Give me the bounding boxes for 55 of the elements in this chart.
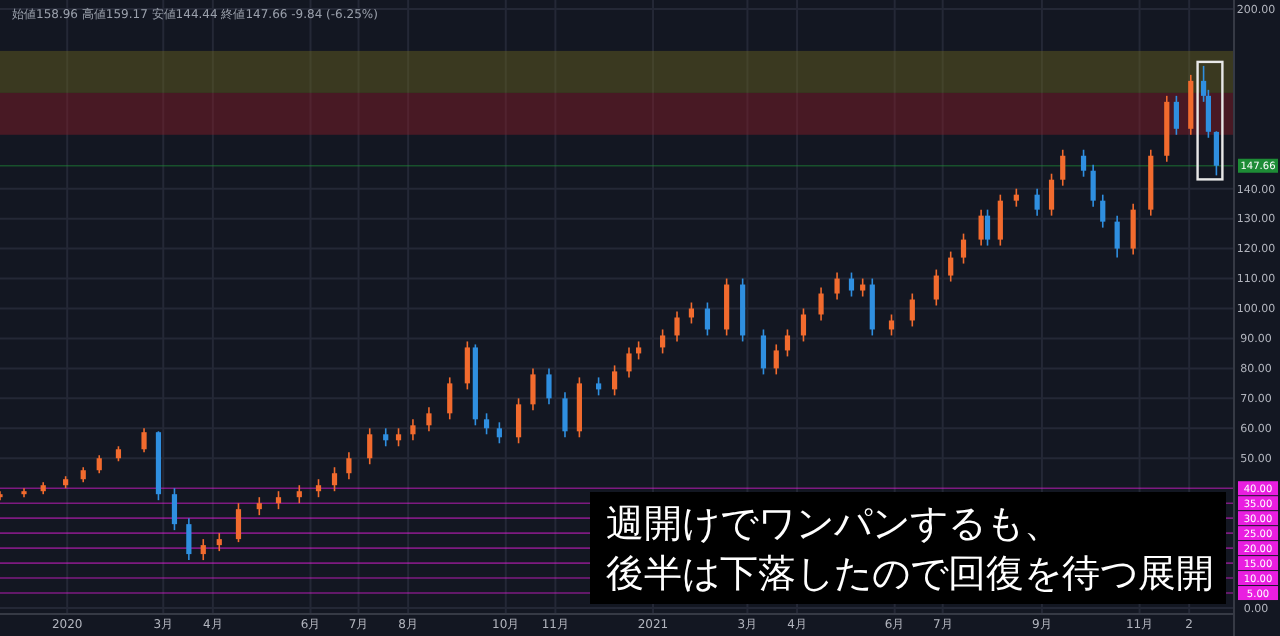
candlestick xyxy=(997,193,1003,247)
candlestick xyxy=(933,268,939,307)
candlestick xyxy=(948,250,954,283)
candlestick xyxy=(773,343,779,376)
candlestick xyxy=(834,271,840,301)
candlestick xyxy=(410,418,416,442)
candlestick xyxy=(800,307,807,343)
candlestick xyxy=(626,346,632,379)
candlestick xyxy=(1034,187,1040,217)
candlestick xyxy=(724,277,730,337)
candlestick xyxy=(200,538,206,561)
candlestick xyxy=(784,328,791,358)
candlestick xyxy=(1188,74,1194,136)
candlestick xyxy=(346,451,352,481)
candlestick xyxy=(426,406,432,433)
candlestick xyxy=(978,208,984,247)
candlestick xyxy=(1213,130,1219,177)
candlestick xyxy=(869,277,875,337)
candlestick xyxy=(515,397,522,445)
candlestick xyxy=(688,301,695,325)
candlestick xyxy=(1090,163,1096,208)
candlestick xyxy=(612,364,618,397)
candlestick xyxy=(674,310,680,343)
candlestick xyxy=(235,502,242,543)
candlestick xyxy=(447,376,453,421)
candlestick xyxy=(562,391,568,439)
candlestick xyxy=(1173,95,1179,136)
candlestick xyxy=(660,328,666,355)
candlestick xyxy=(171,487,178,531)
candlestick xyxy=(1080,148,1087,178)
candlestick xyxy=(960,232,967,265)
candlestick xyxy=(496,421,502,445)
candlestick xyxy=(186,517,192,561)
candlestick xyxy=(704,301,711,337)
candlestick xyxy=(141,427,147,454)
candlestick xyxy=(1114,214,1120,259)
candlestick xyxy=(1048,172,1055,217)
candlestick xyxy=(576,376,582,439)
candlestick xyxy=(483,412,490,436)
candlestick xyxy=(888,313,895,337)
candlestick xyxy=(367,427,373,466)
candlestick xyxy=(546,367,552,406)
candlestick xyxy=(1130,202,1136,256)
candlestick xyxy=(818,286,824,322)
candlestick xyxy=(909,292,915,328)
annotation: 週開けでワンパンするも、 xyxy=(606,502,1062,546)
candlestick xyxy=(464,340,470,391)
candlestick xyxy=(760,328,767,376)
candlestick xyxy=(1100,193,1106,229)
candlestick xyxy=(530,367,536,412)
candlestick xyxy=(331,466,338,492)
candlestick xyxy=(984,208,991,247)
candlestick xyxy=(848,271,855,298)
annotation: 後半は下落したので回復を待つ展開 xyxy=(606,552,1214,596)
candlestick xyxy=(1060,148,1066,187)
